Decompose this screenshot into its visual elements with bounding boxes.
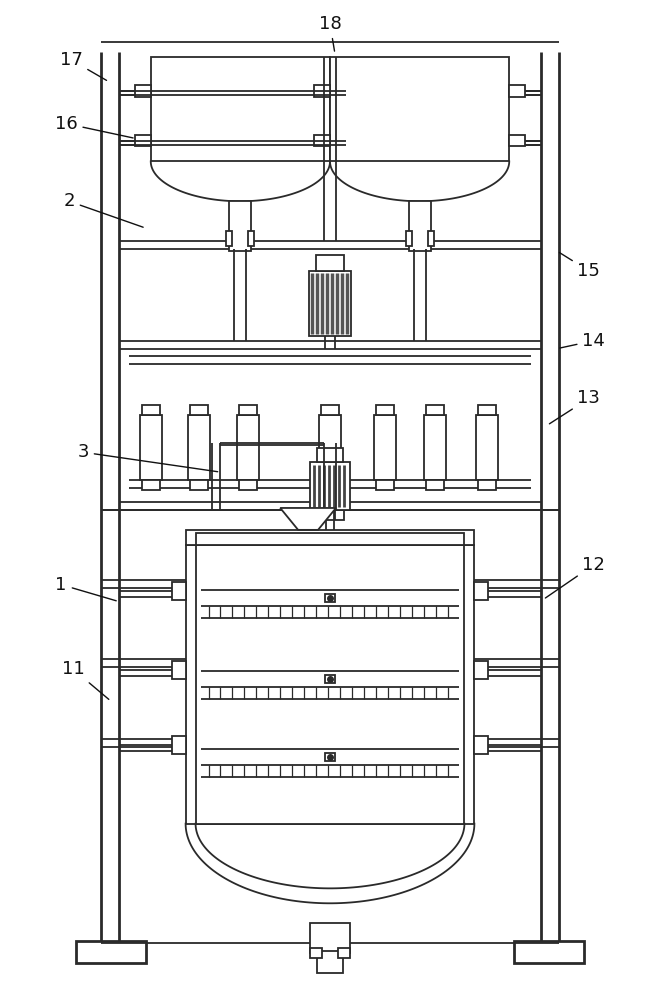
Bar xyxy=(424,415,446,480)
Bar xyxy=(187,415,209,480)
Bar xyxy=(475,661,488,679)
Bar xyxy=(140,415,162,480)
Bar xyxy=(338,948,350,958)
Text: 2: 2 xyxy=(63,192,143,227)
Text: 12: 12 xyxy=(545,556,605,598)
Bar xyxy=(189,405,207,415)
Bar xyxy=(76,941,146,963)
Bar xyxy=(478,480,496,490)
Bar xyxy=(317,951,343,973)
Bar xyxy=(240,480,257,490)
Bar xyxy=(316,508,344,520)
Bar xyxy=(172,582,185,600)
Bar xyxy=(310,923,350,953)
Bar xyxy=(185,545,475,824)
Bar xyxy=(478,405,496,415)
Text: 16: 16 xyxy=(55,115,133,138)
Bar xyxy=(135,85,150,97)
Bar xyxy=(406,231,412,246)
Bar xyxy=(330,85,346,97)
Bar xyxy=(142,480,160,490)
Text: 14: 14 xyxy=(560,332,605,350)
Bar xyxy=(317,448,343,462)
Bar xyxy=(189,480,207,490)
Bar xyxy=(230,201,251,251)
Bar xyxy=(310,462,350,510)
Bar xyxy=(321,405,339,415)
Bar xyxy=(321,480,339,490)
Bar xyxy=(426,405,444,415)
Bar xyxy=(376,405,394,415)
Bar xyxy=(475,582,488,600)
Bar xyxy=(135,135,150,146)
Polygon shape xyxy=(150,161,330,201)
Text: 1: 1 xyxy=(55,576,116,601)
Bar xyxy=(477,415,498,480)
Bar xyxy=(142,405,160,415)
Text: 15: 15 xyxy=(560,253,601,280)
Bar xyxy=(325,753,335,761)
Bar xyxy=(310,948,322,958)
Bar xyxy=(325,594,335,602)
Text: 13: 13 xyxy=(549,389,601,424)
Polygon shape xyxy=(280,508,336,530)
Bar xyxy=(374,415,396,480)
Text: 3: 3 xyxy=(77,443,218,472)
Bar xyxy=(316,255,344,271)
Bar xyxy=(150,57,330,161)
Bar xyxy=(376,480,394,490)
Bar xyxy=(314,85,330,97)
Bar xyxy=(309,271,351,336)
Text: 18: 18 xyxy=(319,15,341,51)
Bar xyxy=(330,57,510,161)
Text: 11: 11 xyxy=(62,660,109,699)
Bar xyxy=(330,135,346,146)
Bar xyxy=(248,231,254,246)
Bar xyxy=(185,530,475,545)
Bar xyxy=(314,135,330,146)
Text: 17: 17 xyxy=(59,51,106,80)
Bar xyxy=(238,415,259,480)
Bar xyxy=(325,675,335,683)
Bar xyxy=(195,545,465,824)
Bar xyxy=(172,661,185,679)
Bar xyxy=(172,736,185,754)
Bar xyxy=(426,480,444,490)
Bar xyxy=(226,231,232,246)
Bar xyxy=(319,415,341,480)
Polygon shape xyxy=(185,824,475,903)
Bar xyxy=(510,85,525,97)
Bar xyxy=(510,135,525,146)
Bar xyxy=(428,231,434,246)
Bar xyxy=(475,736,488,754)
Bar xyxy=(409,201,430,251)
Polygon shape xyxy=(330,161,510,201)
Bar xyxy=(240,405,257,415)
Bar xyxy=(514,941,584,963)
Bar xyxy=(195,533,465,545)
